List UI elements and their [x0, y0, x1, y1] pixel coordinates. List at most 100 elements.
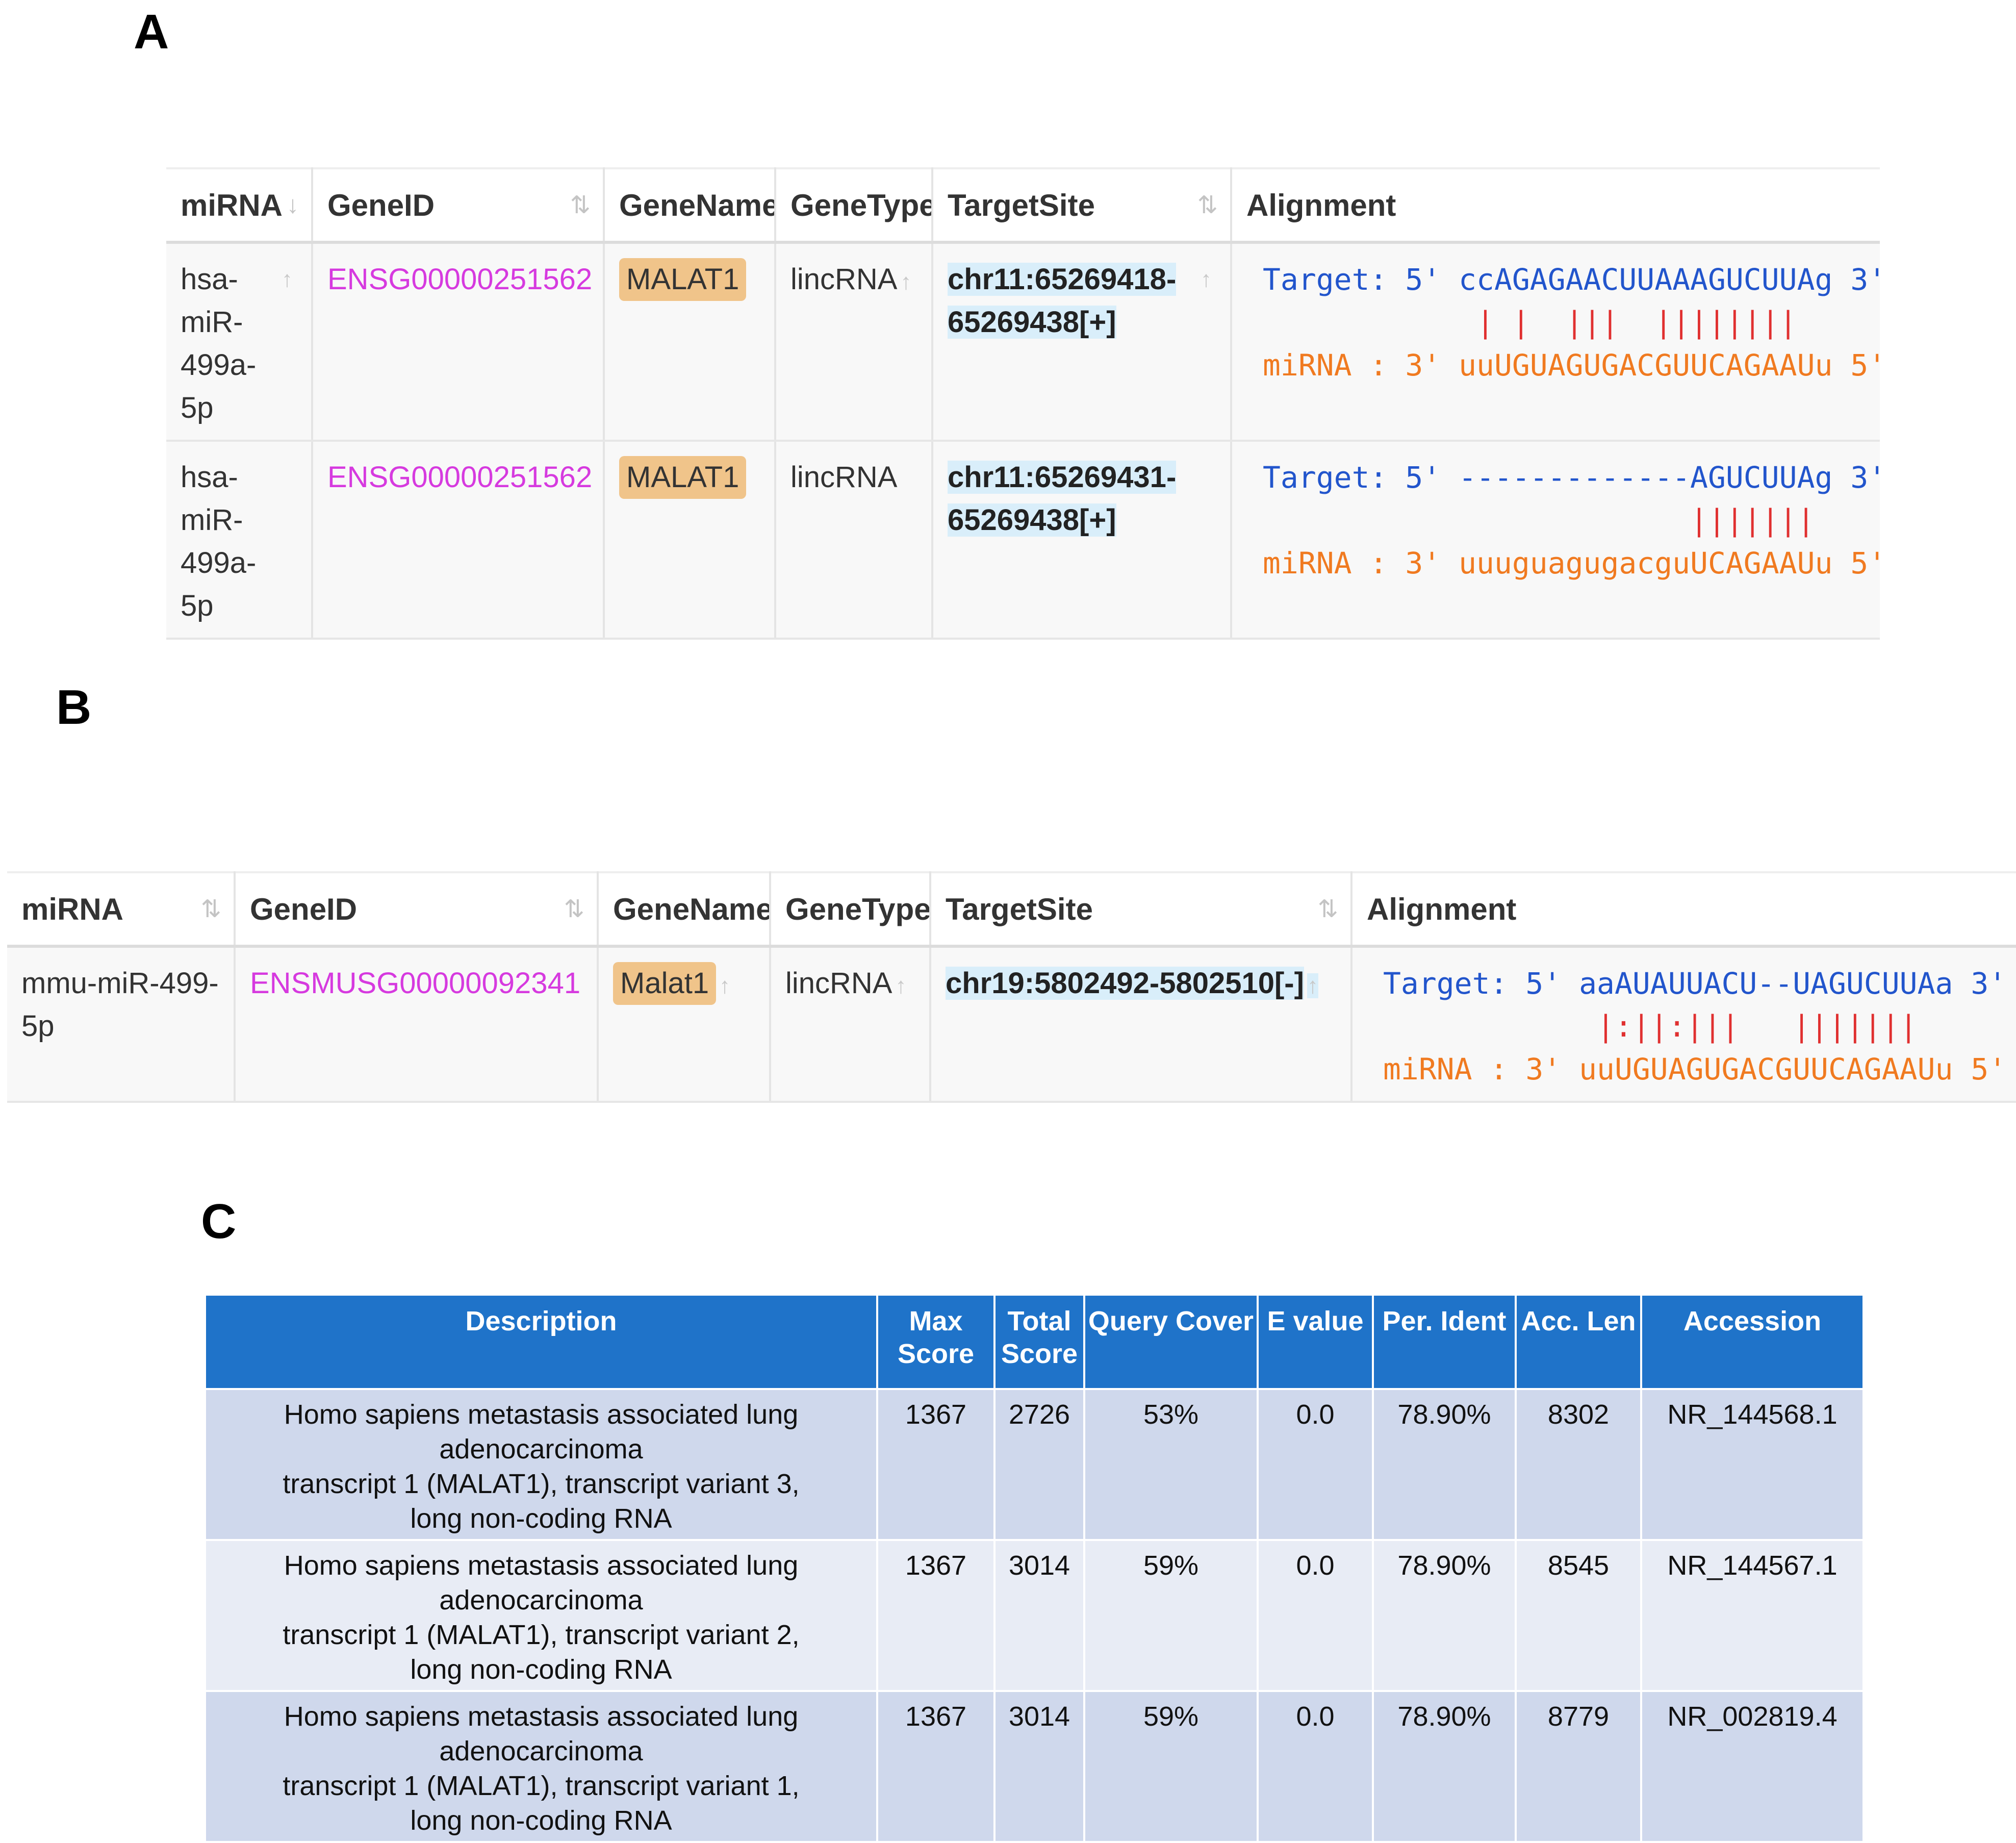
panel-label-b: B	[56, 680, 92, 735]
column-header-max-score: Max Score	[876, 1296, 996, 1390]
sort-arrow-icon: ↑	[1307, 973, 1318, 998]
target-site-text: chr19:5802492-5802510[-]	[946, 967, 1304, 1000]
gene-name-badge: MALAT1	[619, 456, 747, 499]
cell-geneid[interactable]: ENSMUSG00000092341	[235, 946, 599, 1103]
alignment-target: Target: 5' aaAUAUUACU--UAGUCUUAa 3'	[1383, 966, 2007, 1001]
sort-icon[interactable]: ⇅	[1197, 192, 1218, 219]
column-header-genetype[interactable]: GeneType	[775, 167, 933, 244]
sort-arrow-icon: ↑	[282, 267, 293, 292]
column-header-targetsite[interactable]: TargetSite ⇅	[932, 167, 1232, 244]
cell-geneid[interactable]: ENSG00000251562	[312, 242, 605, 442]
alignment-target: Target: 5' -------------AGUCUUAg 3'	[1263, 460, 1886, 495]
column-header-query-cover: Query Cover	[1083, 1296, 1259, 1390]
cell-max-score: 1367	[876, 1539, 996, 1692]
panel-label-a: A	[134, 5, 169, 59]
sort-icon[interactable]: ↓	[287, 191, 299, 219]
cell-alignment: Target: 5' ccAGAGAACUUAAAGUCUUAg 3' | | …	[1231, 242, 1886, 442]
cell-per-ident: 78.90%	[1372, 1539, 1517, 1692]
cell-description: Homo sapiens metastasis associated lung …	[206, 1539, 878, 1692]
cell-geneid[interactable]: ENSG00000251562	[312, 441, 605, 640]
cell-description: Homo sapiens metastasis associated lung …	[206, 1690, 878, 1843]
mirna-target-table-a: miRNA ↓ GeneID ⇅ GeneName GeneType TargetS…	[166, 167, 1886, 640]
cell-targetsite: chr11:65269431-65269438[+]	[932, 441, 1232, 640]
column-header-mirna[interactable]: miRNA ⇅	[7, 871, 236, 948]
cell-query-cover: 59%	[1083, 1690, 1259, 1843]
cell-accession: NR_144567.1	[1640, 1539, 1865, 1692]
alignment-bonds: |:||:||| |||||||	[1383, 1009, 1918, 1044]
cell-alignment: Target: 5' aaAUAUUACU--UAGUCUUAa 3' |:||…	[1351, 946, 2016, 1103]
alignment-mirna: miRNA : 3' uuUGUAGUGACGUUCAGAAUu 5'	[1263, 348, 1886, 383]
blast-results-table: Description Max Score Total Score Query …	[206, 1296, 1865, 1843]
table-row: Homo sapiens metastasis associated lung …	[206, 1388, 1865, 1541]
column-header-genename[interactable]: GeneName	[604, 167, 776, 244]
sort-icon[interactable]: ⇅	[1317, 896, 1338, 923]
sort-arrow-icon: ↑	[719, 973, 731, 998]
column-header-e-value: E value	[1257, 1296, 1374, 1390]
alignment-bonds: | | ||| ||||||||	[1263, 305, 1797, 340]
alignment-bonds: |||||||	[1263, 503, 1815, 538]
cell-genetype: lincRNA	[775, 441, 933, 640]
sort-arrow-icon: ↑	[895, 973, 907, 998]
cell-accession: NR_144568.1	[1640, 1388, 1865, 1541]
cell-acc-len: 8779	[1515, 1690, 1642, 1843]
column-header-alignment[interactable]: Alignment	[1351, 871, 2016, 948]
table-header-row: miRNA ↓ GeneID ⇅ GeneName GeneType TargetS…	[166, 167, 1880, 244]
cell-max-score: 1367	[876, 1690, 996, 1843]
cell-genename: MALAT1	[604, 242, 776, 442]
cell-alignment: Target: 5' -------------AGUCUUAg 3' ||||…	[1231, 441, 1886, 640]
sort-arrow-icon: ↑	[1201, 267, 1212, 292]
column-header-targetsite[interactable]: TargetSite ⇅	[930, 871, 1352, 948]
cell-acc-len: 8545	[1515, 1539, 1642, 1692]
alignment-mirna: miRNA : 3' uuUGUAGUGACGUUCAGAAUu 5'	[1383, 1052, 2007, 1087]
cell-targetsite: chr11:65269418-65269438[+] ↑	[932, 242, 1232, 442]
cell-total-score: 3014	[993, 1539, 1085, 1692]
table-header-row: Description Max Score Total Score Query …	[206, 1296, 1865, 1390]
column-header-alignment[interactable]: Alignment	[1231, 167, 1880, 244]
cell-e-value: 0.0	[1257, 1539, 1374, 1692]
column-header-per-ident: Per. Ident	[1372, 1296, 1517, 1390]
table-header-row: miRNA ⇅ GeneID ⇅ GeneName GeneType TargetS…	[7, 871, 2016, 948]
column-header-mirna[interactable]: miRNA ↓	[166, 167, 313, 244]
panel-label-c: C	[201, 1194, 237, 1249]
cell-total-score: 3014	[993, 1690, 1085, 1843]
cell-e-value: 0.0	[1257, 1690, 1374, 1843]
column-header-geneid[interactable]: GeneID ⇅	[235, 871, 599, 948]
alignment-target: Target: 5' ccAGAGAACUUAAAGUCUUAg 3'	[1263, 262, 1886, 297]
cell-per-ident: 78.90%	[1372, 1690, 1517, 1843]
mirna-target-table-b: miRNA ⇅ GeneID ⇅ GeneName GeneType TargetS…	[7, 871, 2016, 1103]
column-header-geneid[interactable]: GeneID ⇅	[312, 167, 605, 244]
sort-icon[interactable]: ⇅	[570, 192, 591, 219]
cell-per-ident: 78.90%	[1372, 1388, 1517, 1541]
cell-genetype: lincRNA ↑	[770, 946, 931, 1103]
gene-id-link[interactable]: ENSG00000251562	[327, 263, 593, 296]
table-row: hsa-miR-499a-5p ENSG00000251562 MALAT1 l…	[166, 441, 1886, 640]
column-header-total-score: Total Score	[993, 1296, 1085, 1390]
cell-query-cover: 59%	[1083, 1539, 1259, 1692]
column-header-genename[interactable]: GeneName	[598, 871, 771, 948]
cell-query-cover: 53%	[1083, 1388, 1259, 1541]
cell-mirna: hsa-miR-499a-5p	[166, 441, 313, 640]
gene-name-badge: Malat1	[613, 962, 717, 1005]
target-site-text: chr11:65269431-65269438[+]	[948, 461, 1177, 537]
sort-icon[interactable]: ⇅	[564, 896, 584, 923]
cell-genename: MALAT1	[604, 441, 776, 640]
cell-accession: NR_002819.4	[1640, 1690, 1865, 1843]
column-header-accession: Accession	[1640, 1296, 1865, 1390]
cell-acc-len: 8302	[1515, 1388, 1642, 1541]
cell-genetype: lincRNA ↑	[775, 242, 933, 442]
cell-max-score: 1367	[876, 1388, 996, 1541]
table-row: Homo sapiens metastasis associated lung …	[206, 1539, 1865, 1692]
cell-total-score: 2726	[993, 1388, 1085, 1541]
cell-mirna: mmu-miR-499-5p	[7, 946, 236, 1103]
gene-id-link[interactable]: ENSMUSG00000092341	[250, 967, 581, 1000]
sort-icon[interactable]: ⇅	[200, 896, 221, 923]
cell-targetsite: chr19:5802492-5802510[-] ↑	[930, 946, 1352, 1103]
table-row: mmu-miR-499-5p ENSMUSG00000092341 Malat1…	[7, 946, 2016, 1103]
gene-name-badge: MALAT1	[619, 258, 747, 301]
gene-id-link[interactable]: ENSG00000251562	[327, 461, 593, 494]
target-site-text: chr11:65269418-65269438[+]	[948, 263, 1177, 339]
alignment-mirna: miRNA : 3' uuuguagugacguUCAGAAUu 5'	[1263, 546, 1886, 580]
cell-mirna: hsa-miR-499a-5p ↑	[166, 242, 313, 442]
column-header-genetype[interactable]: GeneType	[770, 871, 931, 948]
column-header-acc-len: Acc. Len	[1515, 1296, 1642, 1390]
